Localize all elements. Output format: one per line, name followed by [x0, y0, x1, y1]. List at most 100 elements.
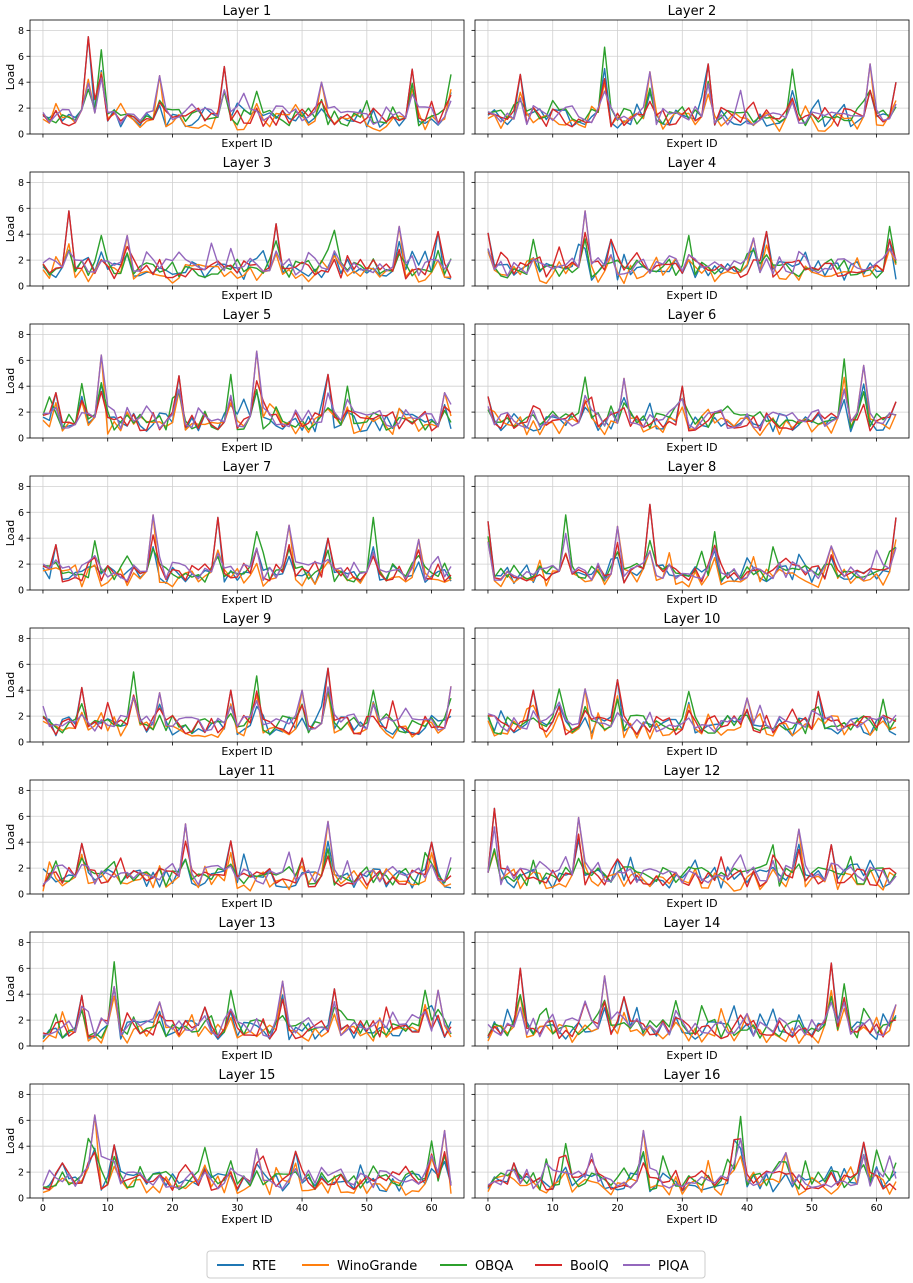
panel-layer-3: 0 2 4 6 8 Layer 3 Expert ID Load — [4, 156, 465, 302]
series-line-winogrande — [487, 63, 897, 132]
y-axis-label: Load — [4, 824, 17, 850]
panel-layer-2: Layer 2 Expert ID — [471, 4, 910, 150]
y-tick-label: 2 — [18, 712, 24, 723]
x-axis-label: Expert ID — [666, 441, 717, 454]
x-tick-label: 60 — [871, 1203, 883, 1214]
y-axis-label: Load — [4, 368, 17, 394]
y-tick-label: 6 — [18, 508, 24, 519]
panel-title: Layer 1 — [223, 4, 272, 19]
y-tick-label: 0 — [18, 586, 24, 597]
series-line-obqa — [487, 1115, 897, 1191]
panel-layer-13: 0 2 4 6 8 Layer 13 Expert ID Load — [4, 916, 465, 1062]
y-axis-label: Load — [4, 64, 17, 90]
series-line-rte — [42, 516, 452, 585]
series-line-obqa — [487, 358, 897, 429]
series-line-piqa — [42, 1114, 452, 1190]
series-line-boolq — [42, 373, 452, 432]
series-line-winogrande — [42, 225, 451, 284]
y-axis-label: Load — [4, 1128, 17, 1154]
legend-label-obqa: OBQA — [475, 1259, 513, 1274]
series-line-winogrande — [42, 514, 452, 588]
y-axis-label: Load — [4, 672, 17, 698]
y-tick-label: 0 — [18, 890, 24, 901]
series-line-boolq — [487, 1138, 897, 1191]
series-line-boolq — [487, 807, 897, 888]
y-tick-label: 8 — [18, 330, 24, 341]
panel-title: Layer 16 — [664, 1068, 721, 1083]
x-tick-label: 20 — [611, 1203, 623, 1214]
panel-title: Layer 3 — [223, 156, 272, 171]
y-tick-label: 4 — [18, 1142, 24, 1153]
panel-layer-12: Layer 12 Expert ID — [471, 764, 910, 910]
y-tick-label: 0 — [18, 130, 24, 141]
y-tick-label: 6 — [18, 660, 24, 671]
x-tick-label: 40 — [741, 1203, 753, 1214]
series-line-obqa — [42, 961, 452, 1039]
series-line-piqa — [487, 210, 897, 277]
y-tick-label: 4 — [18, 230, 24, 241]
plot-frame — [29, 475, 465, 591]
panel-title: Layer 10 — [664, 612, 721, 627]
x-tick-label: 0 — [40, 1203, 46, 1214]
x-axis-label: Expert ID — [221, 745, 272, 758]
series-line-piqa — [487, 63, 897, 126]
panel-layer-14: Layer 14 Expert ID — [471, 916, 910, 1062]
legend-label-rte: RTE — [252, 1259, 276, 1274]
series-line-obqa — [42, 671, 452, 735]
y-tick-label: 6 — [18, 356, 24, 367]
panel-title: Layer 5 — [223, 308, 272, 323]
plot-frame — [29, 627, 465, 743]
x-axis-label: Expert ID — [666, 1213, 717, 1226]
series-line-boolq — [487, 503, 897, 584]
x-tick-label: 30 — [231, 1203, 243, 1214]
y-tick-label: 0 — [18, 282, 24, 293]
panel-title: Layer 13 — [219, 916, 276, 931]
y-tick-label: 2 — [18, 104, 24, 115]
y-tick-label: 2 — [18, 256, 24, 267]
y-tick-label: 6 — [18, 52, 24, 63]
x-tick-label: 10 — [547, 1203, 559, 1214]
panel-title: Layer 12 — [664, 764, 721, 779]
plot-frame — [29, 1083, 465, 1199]
series-line-boolq — [487, 385, 897, 432]
legend: RTE WinoGrande OBQA BoolQ PIQA — [206, 1250, 706, 1279]
x-axis-label: Expert ID — [221, 137, 272, 150]
x-tick-label: 10 — [102, 1203, 114, 1214]
x-axis-label: Expert ID — [666, 137, 717, 150]
panel-layer-16: 0 10 20 30 40 50 60 Layer 16 Expert ID — [471, 1068, 910, 1226]
series-line-winogrande — [42, 980, 452, 1044]
panel-layer-8: Layer 8 Expert ID — [471, 460, 910, 606]
y-tick-label: 6 — [18, 204, 24, 215]
y-tick-label: 8 — [18, 938, 24, 949]
series-line-winogrande — [42, 686, 452, 739]
panel-title: Layer 11 — [219, 764, 276, 779]
x-tick-label: 20 — [166, 1203, 178, 1214]
legend-label-piqa: PIQA — [658, 1259, 689, 1274]
y-tick-label: 4 — [18, 382, 24, 393]
series-line-piqa — [42, 980, 452, 1038]
series-line-piqa — [42, 820, 452, 886]
x-axis-label: Expert ID — [666, 1049, 717, 1062]
legend-label-boolq: BoolQ — [570, 1259, 609, 1274]
plot-frame — [474, 779, 910, 895]
y-tick-label: 4 — [18, 78, 24, 89]
y-tick-label: 4 — [18, 838, 24, 849]
plot-frame — [474, 323, 910, 439]
y-tick-label: 4 — [18, 534, 24, 545]
panel-title: Layer 6 — [668, 308, 717, 323]
y-tick-label: 2 — [18, 560, 24, 571]
y-axis-label: Load — [4, 976, 17, 1002]
y-axis-label: Load — [4, 216, 17, 242]
x-axis-label: Expert ID — [221, 1049, 272, 1062]
plot-frame — [29, 323, 465, 439]
series-line-piqa — [42, 686, 452, 732]
y-tick-label: 2 — [18, 1016, 24, 1027]
x-tick-label: 60 — [426, 1203, 438, 1214]
y-tick-label: 6 — [18, 812, 24, 823]
x-axis-label: Expert ID — [221, 897, 272, 910]
plot-frame — [29, 19, 465, 135]
x-axis-label: Expert ID — [221, 1213, 272, 1226]
y-tick-label: 6 — [18, 964, 24, 975]
y-tick-label: 8 — [18, 786, 24, 797]
series-line-winogrande — [42, 1114, 452, 1196]
